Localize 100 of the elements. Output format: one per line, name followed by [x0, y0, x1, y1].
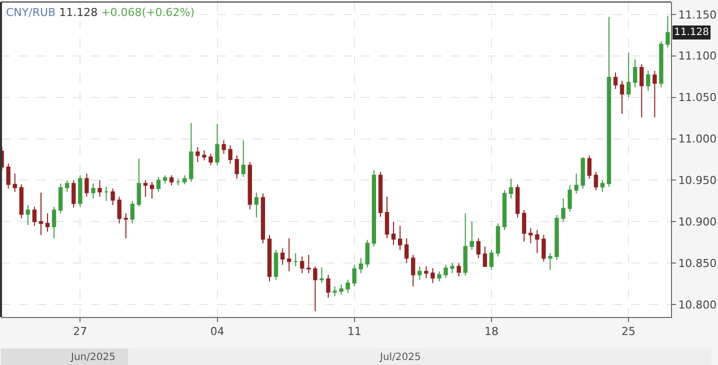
- candlestick: [358, 258, 363, 274]
- candlestick: [98, 180, 102, 198]
- candlestick: [476, 238, 481, 259]
- candlestick: [515, 184, 520, 218]
- text: Jun/2025: [70, 352, 116, 363]
- candlestick: [456, 262, 461, 277]
- y-tick-label: 11.000: [678, 132, 717, 146]
- candlestick: [411, 254, 416, 287]
- candlestick: [110, 188, 115, 206]
- candlestick: [169, 174, 174, 186]
- candlestick: [535, 229, 540, 254]
- candlestick: [346, 279, 350, 294]
- candlestick: [136, 158, 142, 208]
- candlestick: [554, 214, 559, 260]
- candlestick: [378, 171, 383, 218]
- candlestick: [365, 239, 370, 268]
- candlestick: [404, 238, 409, 264]
- candlestick: [384, 196, 390, 239]
- candlestick: [391, 221, 396, 246]
- candlestick: [508, 178, 514, 199]
- y-tick-label: 10.900: [678, 216, 717, 229]
- candlestick: [640, 64, 644, 118]
- candlestick: [91, 183, 96, 199]
- candlestick: [313, 266, 318, 312]
- candlestick: [626, 52, 631, 98]
- candlestick: [267, 234, 272, 282]
- candlestick: [156, 176, 161, 192]
- candlestick: [574, 173, 578, 194]
- candlestick: [196, 146, 200, 162]
- candlestick: [202, 150, 206, 161]
- candlestick: [326, 274, 330, 298]
- candlestick: [580, 156, 585, 190]
- candlestick: [528, 228, 533, 244]
- y-tick-label: 10.950: [678, 174, 717, 188]
- candlestick: [286, 238, 292, 272]
- candlestick: [45, 212, 50, 232]
- x-tick-label: 27: [73, 325, 88, 338]
- chart-title: CNY/RUB: [6, 6, 56, 19]
- candlestick: [143, 180, 148, 198]
- candlestick: [32, 206, 37, 226]
- candlestick: [228, 144, 232, 164]
- candlestick: [606, 16, 612, 188]
- candlestick: [117, 196, 122, 224]
- candlestick: [502, 190, 507, 230]
- candlestick: [150, 181, 154, 199]
- candlestick: [222, 140, 226, 154]
- candlestick: [72, 180, 76, 208]
- x-tick-label: 25: [622, 325, 636, 338]
- candlestick: [470, 221, 474, 250]
- candlestick: [26, 204, 30, 226]
- candlestick: [489, 249, 494, 270]
- candlestick: [652, 70, 657, 118]
- candlestick: [482, 246, 488, 267]
- candlestick: [130, 200, 134, 224]
- candlestick: [260, 192, 266, 244]
- candlestick: [84, 173, 89, 198]
- candlestick: [548, 252, 552, 270]
- candlestick: [248, 161, 252, 210]
- candlestick: [38, 192, 44, 236]
- candlestick: [241, 140, 246, 178]
- candlestick: [659, 40, 664, 88]
- candlestick: [444, 264, 448, 279]
- candlestick: [300, 256, 304, 274]
- candlestick: [208, 153, 213, 166]
- candlestick: [542, 234, 546, 262]
- candlestick: [352, 264, 356, 287]
- candlestick: [496, 222, 500, 257]
- candlestick: [6, 163, 10, 190]
- candlestick: [294, 252, 298, 267]
- candlestick: [339, 284, 344, 296]
- candlestick: [176, 178, 180, 186]
- candlestick: [450, 262, 454, 274]
- y-tick-label: 11.150: [678, 8, 717, 22]
- annotation: 11.128: [674, 27, 709, 38]
- candlestick: [19, 184, 24, 219]
- candlestick: [463, 212, 468, 276]
- candlestick: [332, 286, 337, 297]
- candlestick: [124, 212, 128, 239]
- candlestick: [632, 58, 638, 88]
- candlestick: [594, 171, 598, 191]
- candlestick: [234, 154, 239, 180]
- y-tick-label: 10.850: [678, 256, 717, 270]
- candlestick: [189, 122, 194, 182]
- candlestick: [587, 154, 592, 180]
- candlestick: [274, 249, 278, 280]
- candlestick: [320, 266, 324, 284]
- candlestick: [182, 174, 187, 185]
- candlestick: [280, 248, 285, 266]
- candlestick: [372, 170, 376, 248]
- candlestick: [600, 180, 605, 192]
- candlestick: [522, 210, 526, 242]
- candlestick: [561, 198, 566, 222]
- candlestick: [646, 70, 650, 92]
- candlestick: [215, 123, 220, 166]
- candlestick: [613, 72, 618, 90]
- candlestick: [424, 266, 428, 279]
- candlestick: [666, 16, 670, 48]
- y-tick-label: 11.050: [678, 91, 717, 104]
- candlestick: [568, 184, 572, 212]
- x-tick-label: 18: [484, 325, 498, 338]
